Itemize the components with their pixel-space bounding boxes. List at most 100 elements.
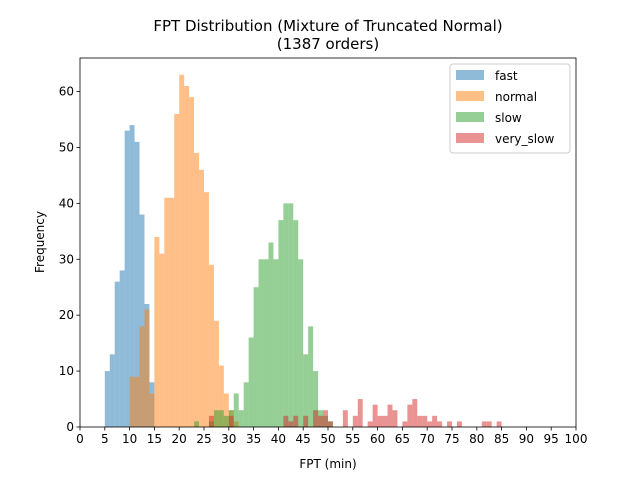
legend-swatch-very_slow [456,133,484,143]
bar-very_slow [352,415,358,427]
y-tick-label: 40 [59,196,74,210]
y-tick-label: 20 [59,308,74,322]
bar-slow [308,326,314,427]
chart-title-line2: (1387 orders) [277,35,379,53]
bar-very_slow [427,421,433,427]
x-axis-ticks: 0 5 10 15 20 25 30 35 40 45 50 55 60 65 70 75 80 85 90 95 10… [76,427,587,446]
bar-very_slow [228,415,234,427]
bar-normal [213,320,219,427]
bar-very_slow [437,421,443,427]
legend-swatch-slow [456,112,484,122]
bar-slow [278,220,284,427]
bar-fast [119,270,125,427]
x-tick-label: 50 [320,432,335,446]
bar-slow [213,410,219,427]
bar-normal [218,365,224,427]
bar-very_slow [456,421,462,427]
y-tick-label: 10 [59,364,74,378]
x-tick-label: 80 [469,432,484,446]
x-tick-label: 65 [395,432,410,446]
bar-slow [293,220,299,427]
bar-very_slow [367,421,373,427]
bar-very_slow [407,404,413,427]
bar-very_slow [432,415,438,427]
x-axis-label: FPT (min) [299,457,356,471]
x-tick-label: 35 [246,432,261,446]
bar-very_slow [412,399,418,427]
bar-normal [223,393,229,427]
bar-very_slow [328,421,333,427]
legend-label-fast: fast [495,69,518,83]
bar-slow [288,203,294,427]
bar-normal [179,74,185,427]
bar-very_slow [392,410,398,427]
y-axis-ticks: 0 10 20 30 40 50 60 [59,85,80,434]
bar-slow [233,393,239,427]
bar-normal [154,236,160,427]
x-tick-label: 15 [147,432,162,446]
bar-fast [134,141,140,427]
bar-fast [139,214,145,427]
y-tick-label: 0 [66,420,74,434]
bar-very_slow [208,415,214,427]
x-tick-label: 20 [172,432,187,446]
y-tick-label: 50 [59,140,74,154]
bar-very_slow [303,415,309,427]
bar-very_slow [417,415,423,427]
bar-slow [268,242,274,427]
bar-very_slow [382,415,388,427]
bar-normal [199,169,204,427]
x-tick-label: 85 [494,432,509,446]
bar-fast [124,130,130,427]
bar-normal [159,253,165,427]
bar-slow [218,410,224,427]
bar-very_slow [387,404,393,427]
bar-normal [144,309,150,427]
bar-very_slow [422,415,428,427]
bar-fast [109,354,115,427]
bar-normal [189,97,195,428]
bar-fast [104,371,110,427]
x-tick-label: 55 [345,432,360,446]
bar-normal [134,376,140,427]
x-tick-label: 70 [420,432,435,446]
bar-normal [149,393,155,427]
bar-very_slow [313,410,319,427]
legend: fast normal slow very_slow [449,63,571,154]
legend-swatch-normal [456,91,484,101]
legend-frame [449,63,571,154]
bar-very_slow [342,410,348,427]
x-tick-label: 90 [519,432,534,446]
x-tick-label: 30 [221,432,236,446]
bar-normal [169,197,175,427]
x-tick-label: 40 [271,432,286,446]
bar-very_slow [293,415,299,427]
legend-label-normal: normal [495,90,537,104]
bar-normal [139,326,145,427]
legend-label-slow: slow [495,111,522,125]
x-tick-label: 10 [122,432,137,446]
bar-slow [258,259,264,427]
legend-label-very_slow: very_slow [495,132,554,146]
bar-very_slow [288,421,294,427]
x-tick-label: 60 [370,432,385,446]
bar-slow [238,410,244,427]
bar-slow [303,354,309,427]
bar-normal [194,153,200,427]
bar-slow [253,287,259,427]
x-tick-label: 5 [101,432,109,446]
bar-slow [298,259,304,427]
x-tick-label: 95 [544,432,559,446]
bar-normal [208,264,214,427]
bar-fast [129,125,135,427]
bar-slow [313,371,319,427]
bar-very_slow [481,421,487,427]
y-tick-label: 30 [59,252,74,266]
legend-swatch-fast [456,70,484,80]
bar-very_slow [323,410,328,427]
bar-slow [263,259,269,427]
bar-very_slow [372,404,378,427]
bar-normal [164,197,170,427]
bar-slow [283,203,289,427]
